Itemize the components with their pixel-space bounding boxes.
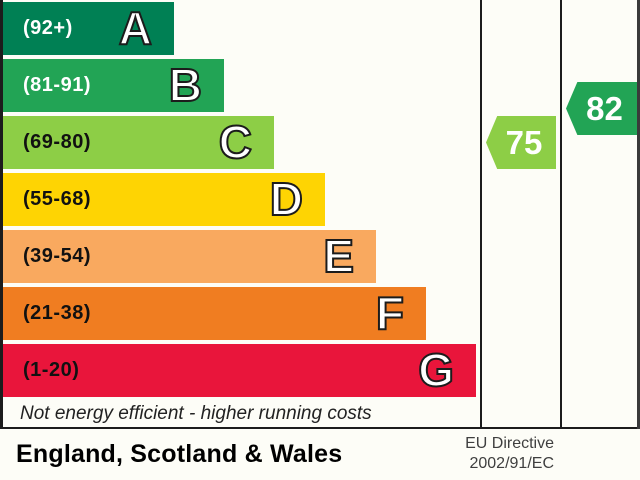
potential-rating-arrow: 82 <box>566 82 637 135</box>
low-efficiency-caption: Not energy efficient - higher running co… <box>20 403 372 424</box>
band-row-f: (21-38) F <box>3 286 426 340</box>
band-letter: B <box>168 58 203 112</box>
band-row-b: (81-91) B <box>3 58 224 112</box>
current-rating-value: 75 <box>505 123 543 161</box>
band-row-d: (55-68) D <box>3 172 325 226</box>
eu-directive-label: EU Directive 2002/91/EC <box>465 434 554 474</box>
band-range-label: (39-54) <box>23 245 91 267</box>
eu-directive-line2: 2002/91/EC <box>469 455 554 472</box>
potential-column-divider <box>560 0 562 429</box>
current-column-divider <box>480 0 482 429</box>
band-range-label: (81-91) <box>23 74 91 96</box>
band-range-label: (1-20) <box>23 359 80 381</box>
chart-right-border <box>637 0 640 480</box>
band-letter: A <box>118 1 153 55</box>
band-range-label: (92+) <box>23 17 73 39</box>
potential-rating-value: 82 <box>586 89 623 127</box>
band-letter: E <box>322 229 355 283</box>
band-letter: C <box>218 115 253 169</box>
band-row-c: (69-80) C <box>3 115 274 169</box>
band-range-label: (55-68) <box>23 188 91 210</box>
chart-left-border <box>0 0 3 480</box>
region-label: England, Scotland & Wales <box>16 440 343 468</box>
footer-divider-line <box>0 427 640 429</box>
band-range-label: (21-38) <box>23 302 91 324</box>
footer: England, Scotland & Wales EU Directive 2… <box>0 429 640 480</box>
eu-directive-line1: EU Directive <box>465 435 554 452</box>
rating-bands: (92+) A (81-91) B (69-80) C (55-68) D (39-54) E (2… <box>3 1 476 401</box>
current-rating-arrow: 75 <box>486 116 556 169</box>
band-row-g: (1-20) G <box>3 343 476 397</box>
band-letter: F <box>375 286 405 340</box>
band-range-label: (69-80) <box>23 131 91 153</box>
band-letter: D <box>269 172 304 226</box>
band-letter: G <box>417 343 455 397</box>
band-row-a: (92+) A <box>3 1 174 55</box>
band-row-e: (39-54) E <box>3 229 376 283</box>
